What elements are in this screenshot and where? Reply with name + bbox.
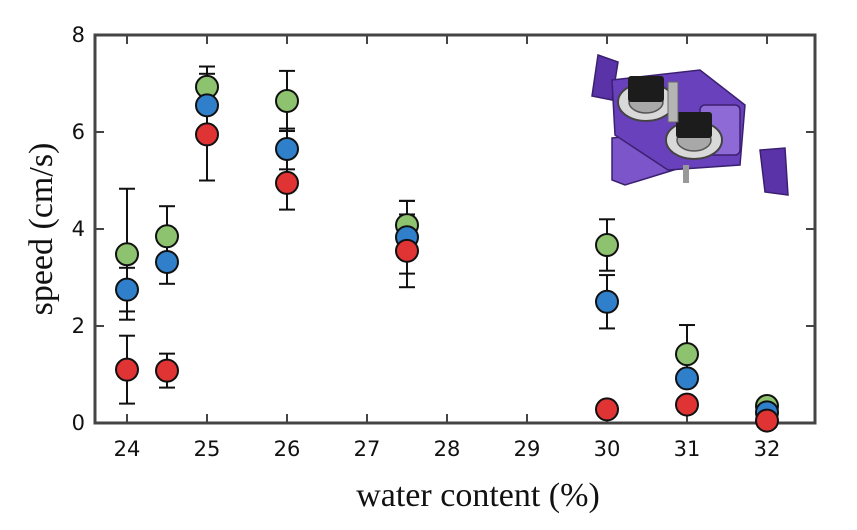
red-data-point — [275, 170, 299, 195]
x-tick-label: 24 — [114, 437, 141, 461]
blue-data-point — [595, 289, 619, 314]
y-tick-label: 8 — [72, 23, 85, 47]
y-tick-label: 6 — [72, 120, 85, 144]
red-data-point — [595, 397, 619, 422]
x-tick-label: 27 — [354, 437, 381, 461]
blue-data-point — [195, 93, 219, 118]
x-tick-label: 31 — [674, 437, 701, 461]
blue-data-point — [115, 277, 139, 302]
red-data-point — [755, 408, 779, 433]
y-axis-ticks: 0 2 4 6 8 — [72, 23, 815, 435]
green-data-point — [675, 342, 699, 367]
blue-data-point — [155, 249, 179, 274]
green-data-point — [275, 88, 299, 113]
red-data-point — [155, 358, 179, 383]
y-tick-label: 4 — [72, 217, 85, 241]
red-data-point — [675, 392, 699, 417]
x-tick-label: 25 — [194, 437, 221, 461]
red-data-point — [195, 122, 219, 147]
x-axis-title: water content (%) — [356, 477, 600, 514]
y-tick-label: 2 — [72, 314, 85, 338]
green-data-point — [115, 242, 139, 267]
x-tick-label: 30 — [594, 437, 621, 461]
red-data-point — [395, 238, 419, 263]
robot-inset-image — [591, 53, 789, 196]
blue-data-point — [675, 366, 699, 391]
data-points — [115, 74, 779, 433]
y-tick-label: 0 — [72, 411, 85, 435]
green-data-point — [595, 233, 619, 258]
green-data-point — [155, 224, 179, 249]
x-tick-label: 26 — [274, 437, 301, 461]
x-tick-label: 29 — [514, 437, 541, 461]
x-tick-label: 28 — [434, 437, 461, 461]
blue-data-point — [275, 136, 299, 161]
red-data-point — [115, 357, 139, 382]
x-axis-ticks: 24 25 26 27 28 29 30 31 32 — [114, 35, 781, 461]
x-tick-label: 32 — [754, 437, 781, 461]
y-axis-title: speed (cm/s) — [23, 143, 60, 316]
